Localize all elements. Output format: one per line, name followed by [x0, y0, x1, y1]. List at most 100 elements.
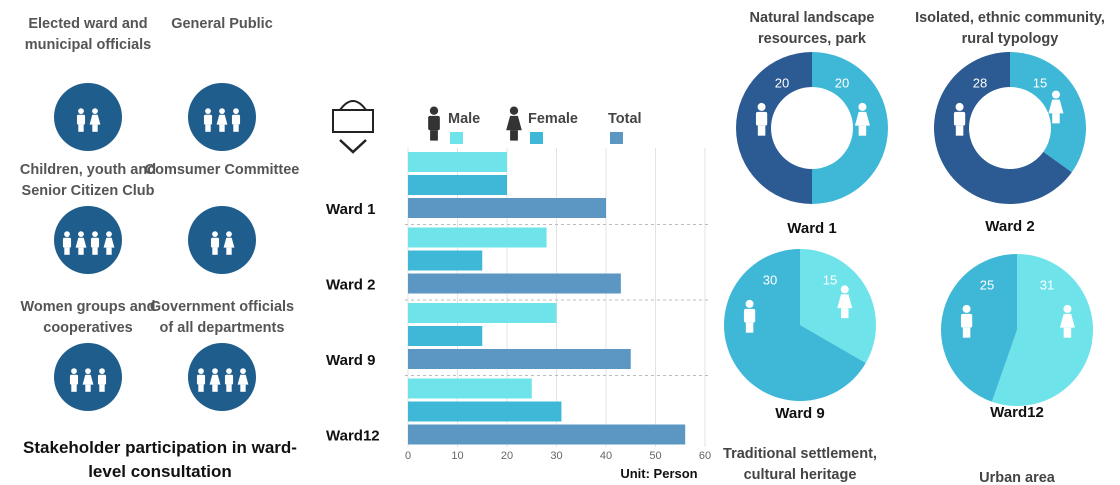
category-label: Ward 1 [326, 201, 375, 218]
body [216, 114, 228, 125]
pie-slice [1010, 52, 1087, 173]
legs [226, 247, 232, 255]
bar [408, 227, 547, 248]
male-icon [76, 108, 86, 132]
slice-label: 15 [823, 273, 837, 288]
legs [99, 384, 105, 392]
body [224, 374, 234, 385]
category-label: Ward12 [326, 427, 380, 444]
body [231, 114, 241, 125]
x-tick-label: 40 [600, 450, 612, 462]
head [198, 368, 204, 374]
head [745, 299, 754, 308]
bar [408, 175, 507, 195]
legend-swatch [610, 132, 623, 144]
bar [408, 378, 532, 399]
slice-label: 15 [1033, 76, 1047, 91]
x-tick-label: 30 [550, 450, 562, 462]
legs [962, 327, 971, 338]
body [76, 114, 86, 125]
legs [841, 308, 849, 319]
head [240, 368, 246, 374]
legend-swatch [530, 132, 543, 144]
bar [408, 401, 562, 422]
slice-label: 30 [763, 273, 777, 288]
male-icon [210, 231, 220, 255]
pie-title: Ward 9 [775, 405, 825, 422]
head [92, 231, 98, 237]
bar [408, 303, 557, 323]
legs [71, 384, 77, 392]
stakeholder-label: Women groups and cooperatives [20, 299, 156, 336]
pie-caption: Isolated, ethnic community, rural typolo… [915, 10, 1105, 47]
body [196, 374, 206, 385]
female-icon [854, 102, 870, 136]
female-icon [223, 231, 235, 255]
building [332, 109, 374, 133]
stakeholder-label: Elected ward and municipal officials [24, 16, 152, 53]
male-icon [97, 368, 107, 392]
head [99, 368, 105, 374]
body [82, 374, 94, 385]
legs [1063, 327, 1072, 338]
head [840, 285, 849, 294]
category-label: Ward 2 [326, 276, 375, 293]
legs [240, 384, 246, 392]
stakeholder-label: Government officials of all departments [149, 299, 295, 336]
legs [1052, 113, 1060, 124]
bar [408, 273, 621, 294]
stakeholder-label: Comsumer Committee [144, 162, 300, 178]
bar [408, 326, 483, 346]
female-icon [237, 368, 249, 392]
slice-label: 20 [775, 76, 789, 91]
legs [106, 247, 112, 255]
slice-label: 25 [980, 278, 994, 293]
head [233, 108, 239, 114]
male-icon [196, 368, 206, 392]
x-tick-label: 60 [699, 450, 711, 462]
pie-caption: Urban area [979, 470, 1055, 485]
body [75, 237, 87, 248]
legend-swatch [450, 132, 463, 144]
legs [212, 384, 218, 392]
body [210, 237, 220, 248]
pie-slice [736, 52, 812, 204]
stakeholder-label: Children, youth and Senior Citizen Club [19, 162, 157, 199]
body [960, 313, 973, 328]
body [90, 237, 100, 248]
legs [858, 125, 867, 136]
legs [226, 384, 232, 392]
x-tick-label: 10 [451, 450, 463, 462]
x-tick-label: 20 [501, 450, 513, 462]
body [743, 308, 756, 323]
head [757, 102, 766, 111]
male-icon [743, 299, 756, 333]
male-icon [69, 368, 79, 392]
head [226, 368, 232, 374]
head [509, 106, 519, 115]
female-icon [82, 368, 94, 392]
head [78, 231, 84, 237]
female-icon [506, 106, 522, 141]
body [103, 237, 115, 248]
pie-slice [812, 52, 888, 204]
male-icon [960, 304, 973, 338]
legs [64, 247, 70, 255]
body [506, 115, 522, 131]
body [223, 237, 235, 248]
pie-title: Ward12 [990, 404, 1044, 421]
body [755, 111, 768, 126]
pie-title: Ward 2 [985, 218, 1035, 235]
legs [85, 384, 91, 392]
legs [219, 124, 225, 132]
slice-label: 31 [1040, 278, 1054, 293]
male-icon [90, 231, 100, 255]
pie-slice [934, 52, 1072, 205]
body [69, 374, 79, 385]
handshake [339, 139, 367, 154]
head [1051, 90, 1060, 99]
legs [757, 125, 766, 136]
slice-label: 28 [973, 76, 987, 91]
